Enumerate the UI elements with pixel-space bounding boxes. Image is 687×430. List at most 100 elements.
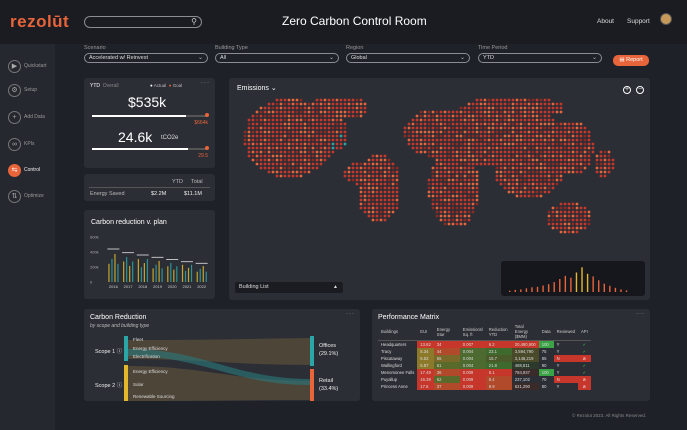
map-cell [383, 210, 387, 214]
map-cell [587, 210, 591, 214]
map-cell [555, 134, 559, 138]
map-cell [463, 154, 467, 158]
map-cell [515, 102, 519, 106]
map-cell [595, 158, 599, 162]
map-cell [287, 126, 291, 130]
actual-dot-icon: ● [150, 83, 153, 88]
column-header[interactable]: Data [538, 323, 554, 341]
map-cell [387, 210, 391, 214]
table-row[interactable]: Headquarters 13.62 34 0.007 6.2 20,490,900 100… [378, 340, 591, 348]
logo[interactable]: rezolūt [10, 12, 70, 31]
map-cell [543, 114, 547, 118]
map-cell [443, 170, 447, 174]
avatar[interactable] [660, 13, 672, 25]
column-header[interactable]: Reduction YTD [485, 323, 512, 341]
map-cell [491, 158, 495, 162]
table-row[interactable]: Puyallup 16.39 62 0.009 8.4 237,102 70 N ⊘ [378, 376, 591, 383]
map-cell [327, 134, 331, 138]
map-cell [431, 142, 435, 146]
map-cell [579, 222, 583, 226]
select-value: Accelerated w/ Reinvest [89, 55, 148, 61]
map-cell [383, 202, 387, 206]
map-cell [259, 134, 263, 138]
map-cell [463, 222, 467, 226]
tab-ytd[interactable]: YTD [90, 83, 100, 89]
column-header[interactable]: Energy Star [433, 323, 460, 341]
table-row[interactable]: Piscataway 6.52 55 0.004 15.7 3,146,219 85 N ⊘ [378, 355, 591, 362]
sidebar-item-control[interactable]: ⇆ Control [8, 164, 54, 178]
sidebar-item-kpis[interactable]: ∞ KPIs [8, 138, 54, 152]
nav-about-link[interactable]: About [597, 18, 614, 25]
bar [132, 261, 134, 282]
column-header[interactable]: EUI [417, 323, 434, 341]
column-header[interactable]: API [578, 323, 591, 341]
map-cell [423, 114, 427, 118]
map-cell [259, 154, 263, 158]
search-input[interactable]: ⚲ [84, 16, 202, 28]
zoom-in-icon[interactable]: + [623, 86, 631, 94]
more-icon[interactable]: ··· [636, 311, 645, 317]
retail-pct: (33.4%) [319, 386, 339, 392]
map-cell [547, 158, 551, 162]
building-type-select[interactable]: All ⌄ [215, 53, 339, 63]
map-cell [319, 106, 323, 110]
table-row[interactable]: Menomonee Falls 17.49 36 0.009 6.1 784,937 100… [378, 369, 591, 376]
map-cell [575, 214, 579, 218]
map-cell [507, 118, 511, 122]
map-cell [443, 198, 447, 202]
region-select[interactable]: Global ⌄ [346, 53, 470, 63]
sidebar-item-setup[interactable]: ⚙ Setup [8, 84, 54, 98]
map-cell [375, 174, 379, 178]
map-cell [315, 122, 319, 126]
map-cell [555, 154, 559, 158]
column-header[interactable]: Reviewed [553, 323, 578, 341]
map-title[interactable]: Emissions ⌄ [237, 84, 277, 92]
column-header[interactable]: Buildings [378, 323, 418, 341]
map-cell [443, 166, 447, 170]
scope1-text: Scope 1 [95, 349, 116, 355]
column-header[interactable]: Total Energy ($MM) [511, 323, 539, 341]
map-cell [451, 190, 455, 194]
map-cell [551, 110, 555, 114]
map-cell [375, 218, 379, 222]
time-period-select[interactable]: YTD ⌄ [478, 53, 602, 63]
column-header[interactable]: Emissions/ Sq. ft [459, 323, 486, 341]
table-row[interactable]: Wallingford 5.87 61 0.004 21.8 488,811 90 Y ✔ [378, 362, 591, 369]
map-cell [571, 214, 575, 218]
map-cell [503, 122, 507, 126]
map-cell [603, 158, 607, 162]
building-list-dropdown[interactable]: Building List ▲ [235, 282, 343, 293]
map-cell [571, 158, 575, 162]
map-cell [487, 102, 491, 106]
map-cell [291, 110, 295, 114]
sidebar-item-optimize[interactable]: ⇅ Optimize [8, 190, 54, 204]
map-cell [415, 138, 419, 142]
sidebar-item-add-data[interactable]: + Add Data [8, 111, 54, 125]
more-icon[interactable]: ··· [201, 80, 210, 86]
table-row[interactable]: Princess Anne 17.6 37 0.009 8.9 621,290 80 Y ⊘ [378, 383, 591, 390]
info-icon[interactable]: ⓘ [116, 349, 123, 355]
map-cell [391, 210, 395, 214]
map-cell [467, 134, 471, 138]
nav-support-link[interactable]: Support [627, 18, 650, 25]
map-cell [435, 190, 439, 194]
map-cell [295, 146, 299, 150]
histogram-bar [559, 279, 561, 292]
report-button[interactable]: ▤ Report [613, 55, 649, 66]
more-icon[interactable]: ··· [346, 311, 355, 317]
info-icon[interactable]: ⓘ [116, 383, 123, 389]
tab-overall[interactable]: Overall [102, 83, 119, 89]
table-row[interactable]: Tracy 5.34 44 0.004 23.1 3,594,790 75 Y ✔ [378, 348, 591, 355]
scenario-select[interactable]: Accelerated w/ Reinvest ⌄ [84, 53, 208, 63]
world-map[interactable] [229, 78, 650, 300]
x-tick-label: 2020 [168, 284, 178, 289]
map-cell [495, 106, 499, 110]
map-cell [551, 166, 555, 170]
zoom-out-icon[interactable]: − [636, 86, 644, 94]
map-cell [467, 106, 471, 110]
cost-goal: $664k [194, 120, 208, 126]
map-cell [443, 222, 447, 226]
map-cell [427, 114, 431, 118]
sidebar-item-quickstart[interactable]: ▶ Quickstart [8, 60, 54, 74]
map-cell [527, 178, 531, 182]
